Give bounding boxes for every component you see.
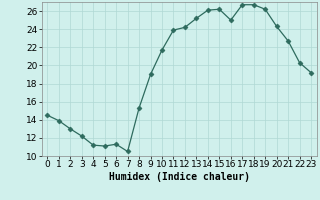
X-axis label: Humidex (Indice chaleur): Humidex (Indice chaleur) — [109, 172, 250, 182]
